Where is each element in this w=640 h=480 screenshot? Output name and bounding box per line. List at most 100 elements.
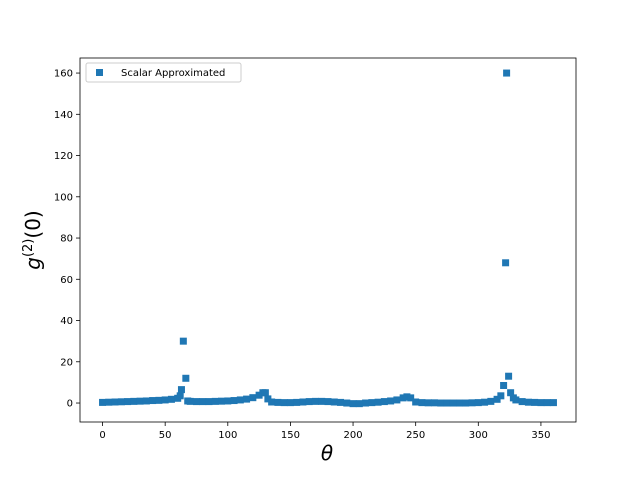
point (368, 399, 376, 407)
y-tick-label: 0 (67, 399, 73, 410)
point (243, 395, 251, 403)
point (407, 394, 415, 402)
x-axis-label: θ (321, 441, 333, 465)
x-tick-label: 200 (344, 430, 363, 441)
x-tick-label: 0 (99, 430, 105, 441)
point (443, 399, 451, 407)
point (531, 398, 539, 406)
y-label-sup: (2) (21, 239, 36, 257)
point (264, 395, 272, 403)
point (192, 398, 200, 406)
point (149, 397, 157, 405)
point (524, 398, 532, 406)
point (503, 69, 511, 77)
legend-marker (96, 69, 103, 76)
y-tick-label: 100 (54, 192, 73, 203)
point (130, 397, 138, 405)
point (330, 398, 338, 406)
y-tick-label: 120 (54, 151, 73, 162)
y-tick-label: 40 (60, 316, 73, 327)
point (286, 399, 294, 407)
point (105, 398, 113, 406)
point (205, 398, 213, 406)
point (449, 399, 457, 407)
x-tick-label: 150 (281, 430, 300, 441)
point (268, 398, 276, 406)
point (261, 389, 269, 397)
point (299, 398, 307, 406)
point (167, 395, 175, 403)
point (474, 399, 482, 407)
point (362, 399, 370, 407)
point (337, 398, 345, 406)
point (155, 396, 163, 404)
point (374, 398, 382, 406)
point (493, 395, 501, 403)
y-tick-label: 60 (60, 275, 73, 286)
legend-box (85, 62, 242, 83)
point (224, 397, 232, 405)
point (230, 397, 238, 405)
point (537, 399, 545, 407)
point (393, 396, 401, 404)
point (355, 400, 363, 408)
point (117, 398, 125, 406)
point (182, 374, 190, 382)
x-tick-label: 350 (531, 430, 550, 441)
point (274, 398, 282, 406)
point (349, 400, 357, 408)
x-tick-label: 250 (406, 430, 425, 441)
point (293, 398, 301, 406)
point (142, 397, 150, 405)
point (399, 394, 407, 402)
point (318, 397, 326, 405)
point (218, 397, 226, 405)
point (507, 389, 515, 397)
point (387, 397, 395, 405)
point (481, 398, 489, 406)
point (124, 398, 132, 406)
x-tick-label: 100 (218, 430, 237, 441)
point (380, 398, 388, 406)
y-label-rest: (0) (21, 210, 45, 238)
y-tick-label: 20 (60, 357, 73, 368)
point (462, 399, 470, 407)
point (512, 396, 520, 404)
point (311, 397, 319, 405)
point (111, 398, 119, 406)
point (236, 396, 244, 404)
y-tick-label: 80 (60, 234, 73, 245)
point (136, 397, 144, 405)
point (249, 394, 257, 402)
legend-label: Scalar Approximated (121, 68, 225, 79)
point (177, 386, 185, 394)
y-tick-label: 140 (54, 110, 73, 121)
point (418, 399, 426, 407)
point (99, 398, 107, 406)
point (456, 399, 464, 407)
point (500, 381, 508, 389)
point (468, 399, 476, 407)
point (179, 337, 187, 345)
x-tick-label: 300 (469, 430, 488, 441)
point (497, 392, 505, 400)
point (437, 399, 445, 407)
point (403, 393, 411, 401)
point (176, 392, 184, 400)
y-label-base: g (21, 257, 45, 270)
point (543, 399, 551, 407)
point (502, 259, 510, 267)
point (211, 397, 219, 405)
point (430, 399, 438, 407)
plot-frame (79, 57, 577, 423)
point (305, 398, 313, 406)
y-tick-label: 160 (54, 69, 73, 80)
point (518, 398, 526, 406)
point (549, 399, 557, 407)
point (324, 398, 332, 406)
point (255, 391, 263, 399)
point (343, 399, 351, 407)
point (186, 397, 194, 405)
x-tick-label: 50 (159, 430, 172, 441)
